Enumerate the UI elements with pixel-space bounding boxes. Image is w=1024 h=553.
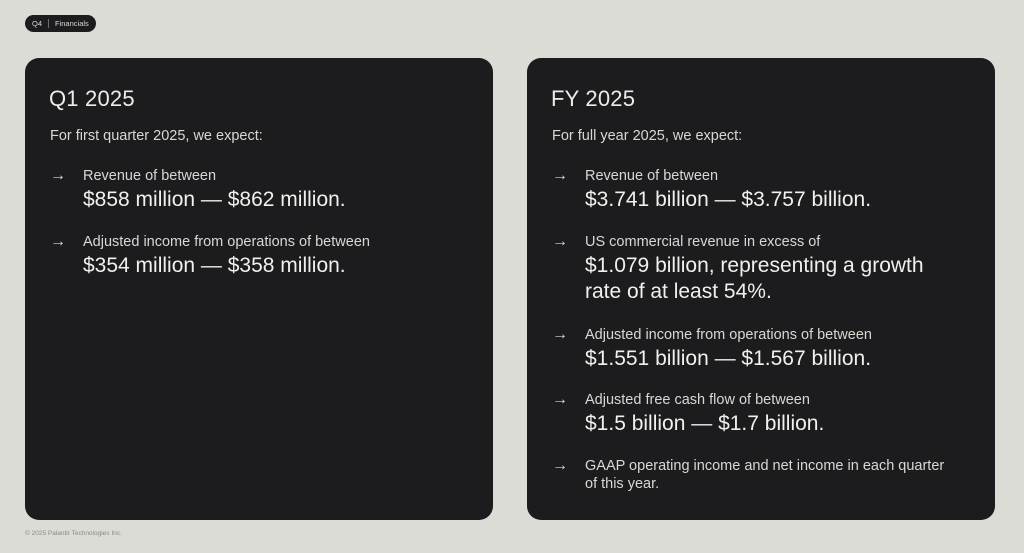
q1-guidance-card: Q1 2025 For first quarter 2025, we expec… — [25, 58, 493, 520]
card-intro: For first quarter 2025, we expect: — [50, 128, 263, 144]
tag-section: Financials — [55, 19, 89, 28]
item-label: Adjusted free cash flow of between — [585, 392, 810, 408]
card-title: FY 2025 — [551, 86, 636, 111]
guidance-item: → US commercial revenue in excess of $1.… — [552, 233, 972, 305]
item-value: $858 million — $862 million. — [83, 188, 346, 211]
card-title: Q1 2025 — [49, 86, 135, 111]
right-arrow-icon: → — [552, 457, 568, 474]
fy-guidance-card: FY 2025 For full year 2025, we expect: →… — [527, 58, 995, 520]
guidance-item: → GAAP operating income and net income i… — [552, 457, 972, 493]
guidance-item: → Adjusted income from operations of bet… — [552, 326, 972, 372]
item-label: Adjusted income from operations of betwe… — [585, 327, 872, 343]
guidance-item: → Revenue of between $3.741 billion — $3… — [552, 167, 972, 213]
item-label: GAAP operating income and net income in … — [585, 458, 945, 492]
section-tag: Q4 Financials — [25, 15, 96, 32]
guidance-item: → Adjusted free cash flow of between $1.… — [552, 391, 972, 437]
item-value: $3.741 billion — $3.757 billion. — [585, 188, 872, 211]
right-arrow-icon: → — [50, 233, 66, 250]
tag-quarter: Q4 — [32, 19, 50, 28]
item-value: $1.551 billion — $1.567 billion. — [585, 347, 872, 370]
item-label: Adjusted income from operations of betwe… — [83, 234, 370, 250]
item-label: Revenue of between — [83, 168, 217, 184]
right-arrow-icon: → — [552, 326, 568, 343]
item-value: $354 million — $358 million. — [83, 254, 346, 277]
item-value: $1.5 billion — $1.7 billion. — [585, 412, 825, 435]
guidance-item: → Adjusted income from operations of bet… — [50, 233, 470, 279]
copyright-footer: © 2025 Palantir Technologies Inc. — [25, 530, 122, 537]
right-arrow-icon: → — [552, 391, 568, 408]
item-value: $1.079 billion, representing a growth ra… — [585, 254, 924, 303]
item-label: Revenue of between — [585, 168, 719, 184]
right-arrow-icon: → — [50, 167, 66, 184]
guidance-item: → Revenue of between $858 million — $862… — [50, 167, 470, 213]
right-arrow-icon: → — [552, 167, 568, 184]
card-intro: For full year 2025, we expect: — [552, 128, 743, 144]
item-label: US commercial revenue in excess of — [585, 234, 821, 250]
right-arrow-icon: → — [552, 233, 568, 250]
